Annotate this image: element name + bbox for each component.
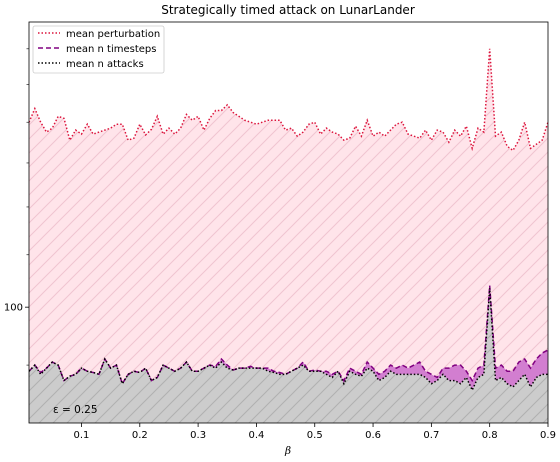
legend-label-mean-n-attacks: mean n attacks <box>66 59 144 70</box>
epsilon-annotation: ε = 0.25 <box>53 404 98 416</box>
series-line-mean-perturbation <box>29 48 548 152</box>
x-tick-label: 0.5 <box>307 430 323 441</box>
x-axis: 0.1 0.2 0.3 0.4 0.5 0.6 0.7 0.8 0.9 <box>74 423 556 441</box>
y-axis: 100 <box>4 48 29 366</box>
plot-area <box>29 48 548 423</box>
x-tick-label: 0.1 <box>74 430 90 441</box>
legend-label-mean-perturbation: mean perturbation <box>66 29 160 40</box>
x-tick-label: 0.7 <box>423 430 439 441</box>
x-tick-label: 0.2 <box>132 430 148 441</box>
x-tick-label: 0.4 <box>248 430 264 441</box>
legend-box <box>32 25 165 74</box>
plot-frame <box>28 21 549 424</box>
y-tick-label: 100 <box>4 303 23 314</box>
legend: mean perturbation mean n timesteps mean … <box>32 25 165 74</box>
x-tick-label: 0.9 <box>540 430 556 441</box>
attacks-fill-area <box>29 288 548 423</box>
series-line-mean-n-timesteps <box>29 285 548 386</box>
legend-label-mean-n-timesteps: mean n timesteps <box>66 44 157 55</box>
x-tick-label: 0.8 <box>482 430 498 441</box>
x-axis-label: β <box>284 445 291 457</box>
perturbation-fill-area <box>29 48 548 423</box>
x-tick-label: 0.3 <box>190 430 206 441</box>
timesteps-fill-area <box>29 285 548 391</box>
x-tick-label: 0.6 <box>365 430 381 441</box>
chart-title: Strategically timed attack on LunarLande… <box>161 3 415 17</box>
